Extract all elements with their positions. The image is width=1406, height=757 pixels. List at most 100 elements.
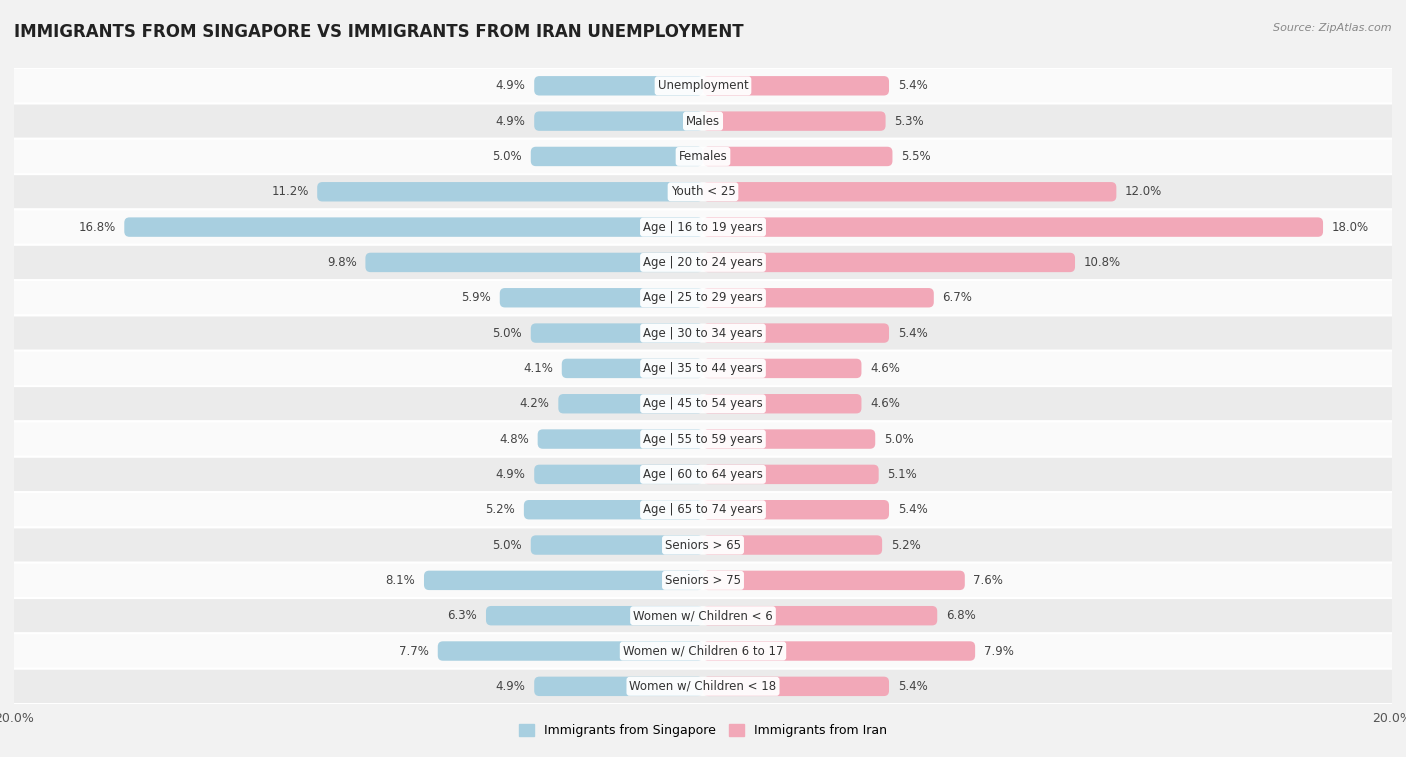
- FancyBboxPatch shape: [0, 245, 1406, 280]
- Text: 5.4%: 5.4%: [897, 79, 928, 92]
- Text: 11.2%: 11.2%: [271, 185, 308, 198]
- FancyBboxPatch shape: [534, 677, 703, 696]
- FancyBboxPatch shape: [124, 217, 703, 237]
- FancyBboxPatch shape: [703, 147, 893, 167]
- FancyBboxPatch shape: [0, 528, 1406, 562]
- Text: 4.9%: 4.9%: [496, 468, 526, 481]
- FancyBboxPatch shape: [499, 288, 703, 307]
- Text: 5.5%: 5.5%: [901, 150, 931, 163]
- Text: 4.9%: 4.9%: [496, 79, 526, 92]
- FancyBboxPatch shape: [534, 111, 703, 131]
- FancyBboxPatch shape: [0, 562, 1406, 598]
- FancyBboxPatch shape: [0, 386, 1406, 422]
- Text: Age | 60 to 64 years: Age | 60 to 64 years: [643, 468, 763, 481]
- FancyBboxPatch shape: [0, 492, 1406, 528]
- Text: Women w/ Children < 18: Women w/ Children < 18: [630, 680, 776, 693]
- Text: Age | 55 to 59 years: Age | 55 to 59 years: [643, 432, 763, 446]
- Text: Age | 30 to 34 years: Age | 30 to 34 years: [643, 326, 763, 340]
- FancyBboxPatch shape: [0, 174, 1406, 210]
- FancyBboxPatch shape: [703, 535, 882, 555]
- Text: 5.0%: 5.0%: [884, 432, 914, 446]
- Legend: Immigrants from Singapore, Immigrants from Iran: Immigrants from Singapore, Immigrants fr…: [515, 719, 891, 743]
- Text: 5.4%: 5.4%: [897, 503, 928, 516]
- FancyBboxPatch shape: [0, 210, 1406, 245]
- Text: 6.3%: 6.3%: [447, 609, 478, 622]
- Text: 5.4%: 5.4%: [897, 680, 928, 693]
- Text: IMMIGRANTS FROM SINGAPORE VS IMMIGRANTS FROM IRAN UNEMPLOYMENT: IMMIGRANTS FROM SINGAPORE VS IMMIGRANTS …: [14, 23, 744, 41]
- Text: 8.1%: 8.1%: [385, 574, 415, 587]
- FancyBboxPatch shape: [531, 535, 703, 555]
- FancyBboxPatch shape: [703, 253, 1076, 273]
- FancyBboxPatch shape: [437, 641, 703, 661]
- Text: 5.4%: 5.4%: [897, 326, 928, 340]
- FancyBboxPatch shape: [703, 394, 862, 413]
- FancyBboxPatch shape: [703, 217, 1323, 237]
- Text: 4.8%: 4.8%: [499, 432, 529, 446]
- FancyBboxPatch shape: [703, 288, 934, 307]
- FancyBboxPatch shape: [534, 76, 703, 95]
- Text: Age | 35 to 44 years: Age | 35 to 44 years: [643, 362, 763, 375]
- Text: 5.2%: 5.2%: [891, 538, 921, 552]
- FancyBboxPatch shape: [537, 429, 703, 449]
- FancyBboxPatch shape: [0, 280, 1406, 316]
- Text: 7.9%: 7.9%: [984, 644, 1014, 658]
- FancyBboxPatch shape: [0, 598, 1406, 634]
- FancyBboxPatch shape: [558, 394, 703, 413]
- FancyBboxPatch shape: [0, 68, 1406, 104]
- Text: Age | 65 to 74 years: Age | 65 to 74 years: [643, 503, 763, 516]
- Text: 5.0%: 5.0%: [492, 538, 522, 552]
- FancyBboxPatch shape: [0, 668, 1406, 704]
- FancyBboxPatch shape: [366, 253, 703, 273]
- FancyBboxPatch shape: [0, 350, 1406, 386]
- Text: Age | 25 to 29 years: Age | 25 to 29 years: [643, 291, 763, 304]
- Text: 6.8%: 6.8%: [946, 609, 976, 622]
- FancyBboxPatch shape: [524, 500, 703, 519]
- Text: 9.8%: 9.8%: [328, 256, 357, 269]
- FancyBboxPatch shape: [0, 456, 1406, 492]
- FancyBboxPatch shape: [486, 606, 703, 625]
- FancyBboxPatch shape: [703, 323, 889, 343]
- Text: Unemployment: Unemployment: [658, 79, 748, 92]
- Text: Source: ZipAtlas.com: Source: ZipAtlas.com: [1274, 23, 1392, 33]
- Text: Age | 16 to 19 years: Age | 16 to 19 years: [643, 220, 763, 234]
- FancyBboxPatch shape: [534, 465, 703, 484]
- Text: 5.1%: 5.1%: [887, 468, 917, 481]
- FancyBboxPatch shape: [703, 641, 976, 661]
- Text: Age | 45 to 54 years: Age | 45 to 54 years: [643, 397, 763, 410]
- Text: Age | 20 to 24 years: Age | 20 to 24 years: [643, 256, 763, 269]
- Text: 7.6%: 7.6%: [973, 574, 1004, 587]
- FancyBboxPatch shape: [0, 139, 1406, 174]
- FancyBboxPatch shape: [0, 104, 1406, 139]
- Text: 5.3%: 5.3%: [894, 114, 924, 128]
- Text: Seniors > 65: Seniors > 65: [665, 538, 741, 552]
- Text: 5.9%: 5.9%: [461, 291, 491, 304]
- Text: 4.2%: 4.2%: [520, 397, 550, 410]
- Text: Youth < 25: Youth < 25: [671, 185, 735, 198]
- Text: Males: Males: [686, 114, 720, 128]
- FancyBboxPatch shape: [703, 500, 889, 519]
- FancyBboxPatch shape: [703, 111, 886, 131]
- Text: Females: Females: [679, 150, 727, 163]
- FancyBboxPatch shape: [703, 182, 1116, 201]
- FancyBboxPatch shape: [703, 465, 879, 484]
- FancyBboxPatch shape: [531, 323, 703, 343]
- Text: 4.6%: 4.6%: [870, 362, 900, 375]
- Text: 18.0%: 18.0%: [1331, 220, 1369, 234]
- Text: 4.9%: 4.9%: [496, 114, 526, 128]
- FancyBboxPatch shape: [531, 147, 703, 167]
- FancyBboxPatch shape: [318, 182, 703, 201]
- Text: Seniors > 75: Seniors > 75: [665, 574, 741, 587]
- Text: 4.6%: 4.6%: [870, 397, 900, 410]
- Text: 5.0%: 5.0%: [492, 150, 522, 163]
- Text: 7.7%: 7.7%: [399, 644, 429, 658]
- Text: 16.8%: 16.8%: [79, 220, 115, 234]
- Text: 6.7%: 6.7%: [942, 291, 973, 304]
- FancyBboxPatch shape: [562, 359, 703, 378]
- FancyBboxPatch shape: [703, 76, 889, 95]
- Text: 10.8%: 10.8%: [1084, 256, 1121, 269]
- Text: 12.0%: 12.0%: [1125, 185, 1163, 198]
- FancyBboxPatch shape: [703, 429, 875, 449]
- FancyBboxPatch shape: [703, 359, 862, 378]
- FancyBboxPatch shape: [703, 606, 938, 625]
- Text: 4.1%: 4.1%: [523, 362, 553, 375]
